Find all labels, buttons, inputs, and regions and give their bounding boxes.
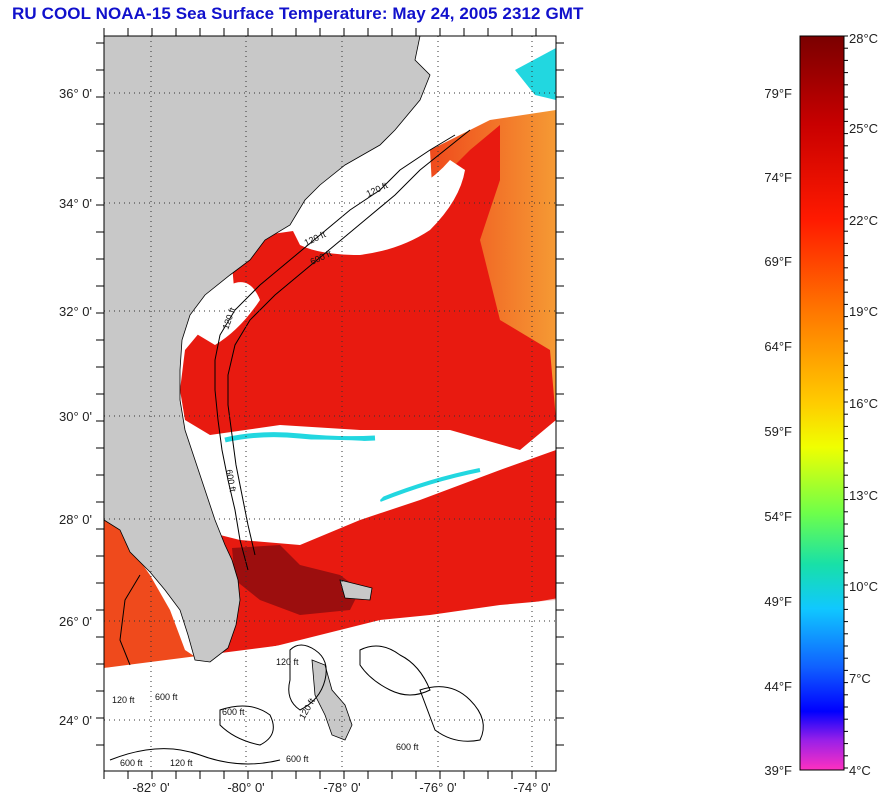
colorbar-c-label: 7°C <box>849 671 871 686</box>
map-frame <box>103 35 557 772</box>
sst-hot-region <box>232 545 360 615</box>
lat-label-32: 32° 0' <box>59 304 92 319</box>
contour-label-120: 120 ft <box>112 695 135 705</box>
colorbar-f-label: 64°F <box>764 339 792 354</box>
colorbar-f-label: 54°F <box>764 509 792 524</box>
colorbar-c-label: 25°C <box>849 121 878 136</box>
contour-label-600: 600 ft <box>224 469 238 493</box>
sst-field <box>104 48 556 668</box>
lon-label-76: -76° 0' <box>419 780 456 795</box>
lat-label-28: 28° 0' <box>59 512 92 527</box>
latitude-labels: 36° 0' 34° 0' 32° 0' 30° 0' 28° 0' 26° 0… <box>59 86 92 728</box>
contour-label-120: 120 ft <box>276 657 299 667</box>
colorbar-f-label: 44°F <box>764 679 792 694</box>
contour-label-120: 120 ft <box>170 758 193 768</box>
map-title: RU COOL NOAA-15 Sea Surface Temperature:… <box>12 4 584 23</box>
colorbar-c-label: 10°C <box>849 579 878 594</box>
colorbar-f-label: 69°F <box>764 254 792 269</box>
map-frame-ticks <box>96 28 564 779</box>
lon-label-78: -78° 0' <box>323 780 360 795</box>
colorbar-fahrenheit-labels: 79°F 74°F 69°F 64°F 59°F 54°F 49°F 44°F … <box>764 86 792 778</box>
lon-label-82: -82° 0' <box>132 780 169 795</box>
colorbar-f-label: 49°F <box>764 594 792 609</box>
contour-label-600: 600 ft <box>286 754 309 764</box>
colorbar-c-label: 13°C <box>849 488 878 503</box>
contour-label-600: 600 ft <box>396 742 419 752</box>
colorbar-f-label: 39°F <box>764 763 792 778</box>
contour-label-600: 600 ft <box>120 758 143 768</box>
sst-gulf-stream <box>180 125 556 450</box>
bahamas-island <box>311 659 353 741</box>
temperature-colorbar: 79°F 74°F 69°F 64°F 59°F 54°F 49°F 44°F … <box>764 31 878 778</box>
land-mass <box>104 36 431 741</box>
lat-label-26: 26° 0' <box>59 614 92 629</box>
longitude-labels: -82° 0' -80° 0' -78° 0' -76° 0' -74° 0' <box>132 780 550 795</box>
contour-label-600: 600 ft <box>155 692 178 702</box>
us-east-coast-land <box>104 36 431 663</box>
colorbar-f-label: 74°F <box>764 170 792 185</box>
colorbar-gradient <box>799 35 845 771</box>
sst-gulf-of-mexico <box>104 458 200 668</box>
lon-label-74: -74° 0' <box>513 780 550 795</box>
colorbar-f-label: 59°F <box>764 424 792 439</box>
lat-label-24: 24° 0' <box>59 713 92 728</box>
colorbar-ticks <box>844 35 848 769</box>
colorbar-c-label: 4°C <box>849 763 871 778</box>
sst-cool-northeast-patch <box>515 48 556 100</box>
colorbar-c-label: 28°C <box>849 31 878 46</box>
depth-contours <box>109 129 484 765</box>
map-panel: 120 ft 600 ft 120 ft 120 ft 600 ft 120 f… <box>104 36 556 771</box>
bahamas-island-small <box>339 579 373 601</box>
sst-cool-front-east <box>379 468 481 502</box>
colorbar-c-label: 16°C <box>849 396 878 411</box>
lat-label-36: 36° 0' <box>59 86 92 101</box>
lat-label-30: 30° 0' <box>59 409 92 424</box>
colorbar-c-label: 19°C <box>849 304 878 319</box>
colorbar-c-label: 22°C <box>849 213 878 228</box>
colorbar-celsius-labels: 28°C 25°C 22°C 19°C 16°C 13°C 10°C 7°C 4… <box>849 31 878 778</box>
colorbar-f-label: 79°F <box>764 86 792 101</box>
lon-label-80: -80° 0' <box>227 780 264 795</box>
map-gridlines <box>104 36 556 771</box>
contour-label-600: 600 ft <box>222 707 245 717</box>
lat-label-34: 34° 0' <box>59 196 92 211</box>
